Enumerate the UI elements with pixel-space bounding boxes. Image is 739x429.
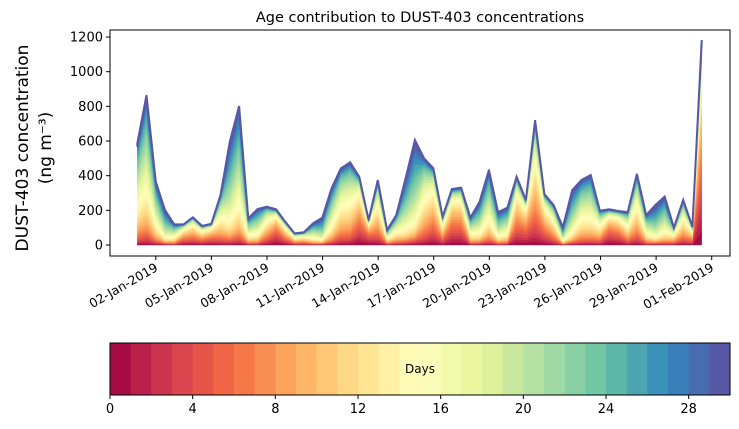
colorbar-bin-23 [585, 343, 607, 395]
chart-title: Age contribution to DUST-403 concentrati… [256, 10, 584, 26]
colorbar-bin-18 [482, 343, 504, 395]
colorbar-bin-15 [420, 343, 442, 395]
colorbar-bin-28 [688, 343, 710, 395]
y-axis: 0 200 400 600 800 1000 1200 [70, 31, 110, 254]
colorbar-tick-label: 16 [432, 402, 449, 417]
y-tick-label: 600 [78, 135, 103, 150]
colorbar-bin-14 [399, 343, 421, 395]
y-tick-label: 400 [78, 169, 103, 184]
colorbar-tick-label: 28 [680, 402, 697, 417]
colorbar-bin-2 [151, 343, 173, 395]
y-axis-label-line1: DUST-403 concentration [13, 45, 33, 252]
y-tick-label: 200 [78, 204, 103, 219]
colorbar-bin-4 [192, 343, 214, 395]
colorbar-bin-10 [316, 343, 338, 395]
colorbar-tick-label: 4 [189, 402, 197, 417]
y-tick-label: 0 [95, 239, 103, 254]
colorbar-tick-label: 20 [515, 402, 532, 417]
colorbar-bin-11 [337, 343, 359, 395]
colorbar-bin-1 [130, 343, 152, 395]
colorbar-tick-label: 0 [106, 402, 114, 417]
colorbar-bin-17 [461, 343, 483, 395]
colorbar-bin-13 [378, 343, 400, 395]
y-tick-label: 1200 [70, 31, 103, 46]
y-tick-label: 1000 [70, 65, 103, 80]
colorbar-tick-label: 24 [598, 402, 615, 417]
colorbar-bin-12 [358, 343, 380, 395]
colorbar-bin-20 [523, 343, 545, 395]
colorbar-bin-16 [440, 343, 462, 395]
colorbar-bin-24 [606, 343, 628, 395]
colorbar-legend: 0 4 8 12 16 20 24 28 [106, 342, 731, 417]
colorbar-bin-7 [254, 343, 276, 395]
plot-frame [109, 29, 731, 257]
colorbar-bin-9 [296, 343, 318, 395]
colorbar-bin-6 [234, 343, 256, 395]
colorbar-frame [109, 342, 731, 396]
colorbar-label: Days [405, 362, 435, 376]
y-axis-label-line2: (ng m⁻³) [36, 112, 56, 185]
colorbar-tick-label: 8 [271, 402, 279, 417]
colorbar-bin-26 [647, 343, 669, 395]
colorbar-bin-29 [709, 343, 731, 395]
stacked-areas [136, 39, 703, 246]
colorbar-bin-25 [626, 343, 648, 395]
colorbar-tick-label: 12 [350, 402, 367, 417]
y-tick-label: 800 [78, 100, 103, 115]
area-layer-day-29 [136, 39, 703, 235]
colorbar-bin-19 [502, 343, 524, 395]
colorbar-bin-21 [544, 343, 566, 395]
colorbar-bin-22 [564, 343, 586, 395]
colorbar-bin-5 [213, 343, 235, 395]
x-axis: 02-Jan-201905-Jan-201908-Jan-201911-Jan-… [86, 256, 716, 312]
colorbar-bin-0 [110, 343, 132, 395]
colorbar-bin-27 [668, 343, 690, 395]
colorbar-bin-8 [275, 343, 297, 395]
colorbar-bin-3 [172, 343, 194, 395]
